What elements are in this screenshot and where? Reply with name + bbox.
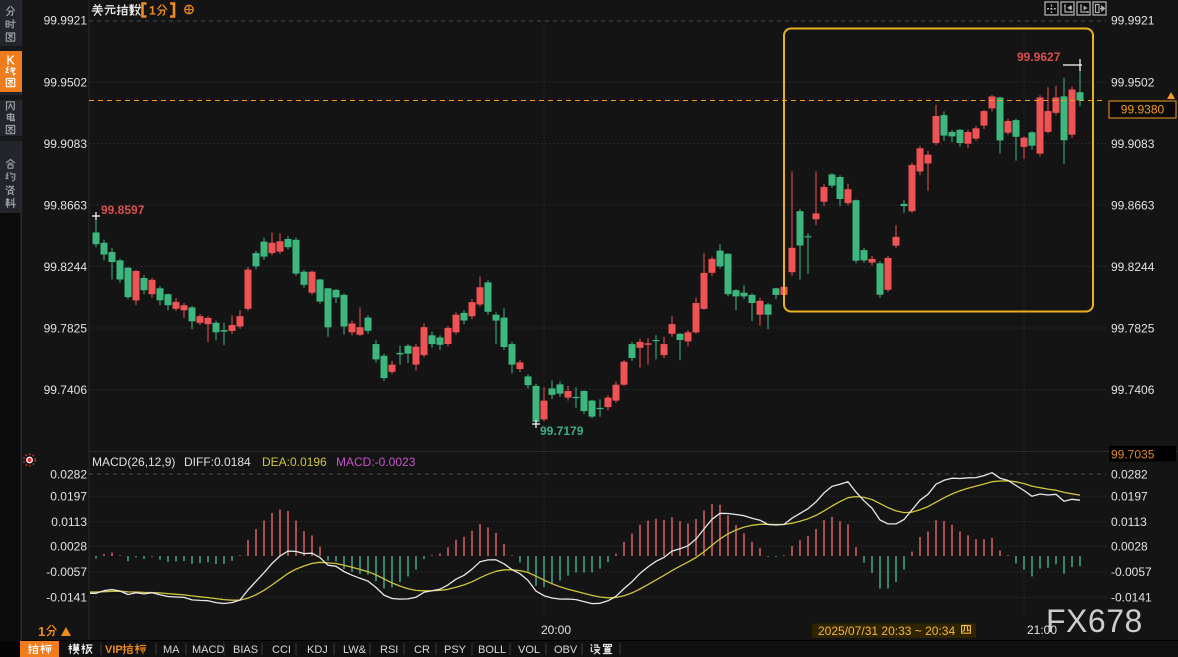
svg-text:99.8663: 99.8663 — [44, 198, 88, 212]
svg-text:99.8663: 99.8663 — [1111, 198, 1155, 212]
svg-text:1: 1 — [38, 624, 45, 639]
svg-text:99.9627: 99.9627 — [1017, 50, 1061, 64]
svg-text:99.7825: 99.7825 — [44, 321, 88, 335]
svg-text:99.7406: 99.7406 — [1111, 383, 1155, 397]
svg-text:20:00: 20:00 — [541, 623, 571, 637]
svg-text:PSY: PSY — [444, 644, 467, 656]
svg-text:0.0028: 0.0028 — [1111, 540, 1148, 554]
svg-text:MACD: MACD — [192, 644, 224, 656]
svg-text:99.7179: 99.7179 — [540, 424, 584, 438]
svg-text:99.9921: 99.9921 — [1111, 14, 1155, 28]
svg-text:99.8244: 99.8244 — [44, 260, 88, 274]
svg-text:VOL: VOL — [518, 644, 540, 656]
svg-text:MACD:-0.0023: MACD:-0.0023 — [336, 455, 416, 469]
svg-text:99.9083: 99.9083 — [44, 137, 88, 151]
svg-text:0.0282: 0.0282 — [50, 467, 87, 481]
svg-text:2025/07/31 20:33 ~ 20:34: 2025/07/31 20:33 ~ 20:34 — [818, 624, 955, 638]
svg-text:OBV: OBV — [554, 644, 578, 656]
svg-text:1: 1 — [149, 4, 156, 18]
svg-text:FX678: FX678 — [1046, 603, 1143, 639]
svg-text:21:00: 21:00 — [1027, 623, 1057, 637]
svg-text:99.8244: 99.8244 — [1111, 260, 1155, 274]
svg-text:99.9380: 99.9380 — [1121, 103, 1165, 117]
svg-text:CR: CR — [414, 644, 430, 656]
svg-text:BIAS: BIAS — [233, 644, 258, 656]
svg-text:VIP: VIP — [105, 644, 123, 656]
svg-text:0.0113: 0.0113 — [51, 515, 87, 529]
svg-text:BOLL: BOLL — [478, 644, 506, 656]
svg-text:KDJ: KDJ — [307, 644, 328, 656]
svg-text:DEA:0.0196: DEA:0.0196 — [262, 455, 327, 469]
svg-text:99.7035: 99.7035 — [1111, 447, 1155, 461]
svg-text:CCI: CCI — [272, 644, 291, 656]
svg-text:99.9502: 99.9502 — [44, 75, 88, 89]
svg-text:MACD(26,12,9): MACD(26,12,9) — [92, 455, 175, 469]
svg-text:DIFF:0.0184: DIFF:0.0184 — [184, 455, 251, 469]
svg-text:MA: MA — [163, 644, 180, 656]
svg-text:99.9083: 99.9083 — [1111, 137, 1155, 151]
svg-text:0.0197: 0.0197 — [1111, 490, 1148, 504]
svg-text:0.0113: 0.0113 — [1111, 515, 1147, 529]
svg-text:99.7825: 99.7825 — [1111, 321, 1155, 335]
svg-text:99.9921: 99.9921 — [44, 14, 88, 28]
svg-text:0.0282: 0.0282 — [1111, 467, 1148, 481]
svg-text:99.9502: 99.9502 — [1111, 75, 1155, 89]
svg-text:0.0028: 0.0028 — [50, 540, 87, 554]
svg-text:-0.0141: -0.0141 — [1111, 591, 1152, 605]
svg-text:LW&: LW& — [343, 644, 367, 656]
svg-text:99.8597: 99.8597 — [101, 203, 145, 217]
svg-text:0.0197: 0.0197 — [50, 490, 87, 504]
svg-text:-0.0141: -0.0141 — [46, 591, 87, 605]
svg-text:-0.0057: -0.0057 — [46, 565, 87, 579]
svg-text:99.7406: 99.7406 — [44, 383, 88, 397]
svg-text:RSI: RSI — [380, 644, 398, 656]
svg-text:-0.0057: -0.0057 — [1111, 565, 1152, 579]
